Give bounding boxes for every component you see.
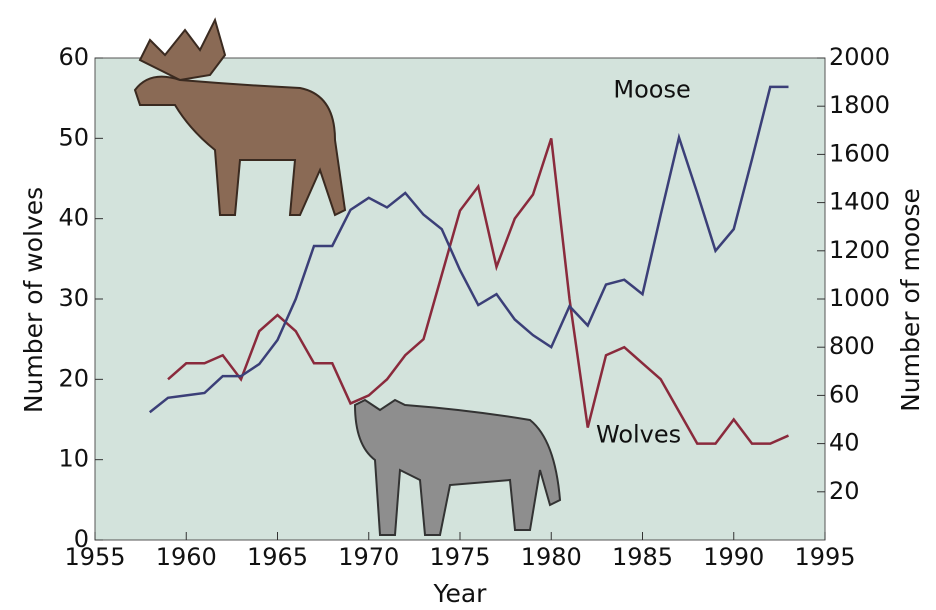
y-tick-label: 30 bbox=[58, 284, 89, 312]
wolf-illustration bbox=[353, 398, 562, 536]
y-tick-label: 20 bbox=[58, 364, 89, 392]
y2-tick-label: 40 bbox=[829, 429, 860, 457]
x-tick-label: 1975 bbox=[429, 543, 490, 571]
y2-tick-label: 60 bbox=[829, 380, 860, 408]
x-tick-label: 1970 bbox=[338, 543, 399, 571]
series-label: Wolves bbox=[596, 421, 681, 449]
y2-tick-label: 20 bbox=[829, 477, 860, 505]
y2-tick-label: 800 bbox=[829, 332, 875, 360]
moose-illustration bbox=[133, 17, 347, 217]
y2-tick-label: 1800 bbox=[829, 91, 890, 119]
x-tick-label: 1960 bbox=[156, 543, 217, 571]
x-tick-label: 1965 bbox=[247, 543, 308, 571]
series-line bbox=[148, 85, 789, 414]
y2-tick-label: 1600 bbox=[829, 139, 890, 167]
y-tick-label: 40 bbox=[58, 204, 89, 232]
y-tick-label: 50 bbox=[58, 123, 89, 151]
x-tick-label: 1990 bbox=[703, 543, 764, 571]
y2-tick-label: 1000 bbox=[829, 284, 890, 312]
y-axis-title: Number of wolves bbox=[19, 187, 48, 413]
y2-tick-label: 2000 bbox=[829, 43, 890, 71]
x-tick-label: 1980 bbox=[521, 543, 582, 571]
y-tick-label: 60 bbox=[58, 43, 89, 71]
x-tick-label: 1955 bbox=[64, 543, 125, 571]
y-tick-label: 10 bbox=[58, 445, 89, 473]
y2-tick-label: 1200 bbox=[829, 236, 890, 264]
x-tick-label: 1985 bbox=[612, 543, 673, 571]
x-tick-label: 1995 bbox=[794, 543, 855, 571]
y-tick-label: 0 bbox=[74, 525, 89, 553]
series-line bbox=[167, 137, 790, 445]
x-axis-title: Year bbox=[433, 579, 488, 608]
y2-axis-title: Number of moose bbox=[896, 188, 925, 412]
series-label: Moose bbox=[613, 75, 690, 103]
y2-tick-label: 1400 bbox=[829, 188, 890, 216]
